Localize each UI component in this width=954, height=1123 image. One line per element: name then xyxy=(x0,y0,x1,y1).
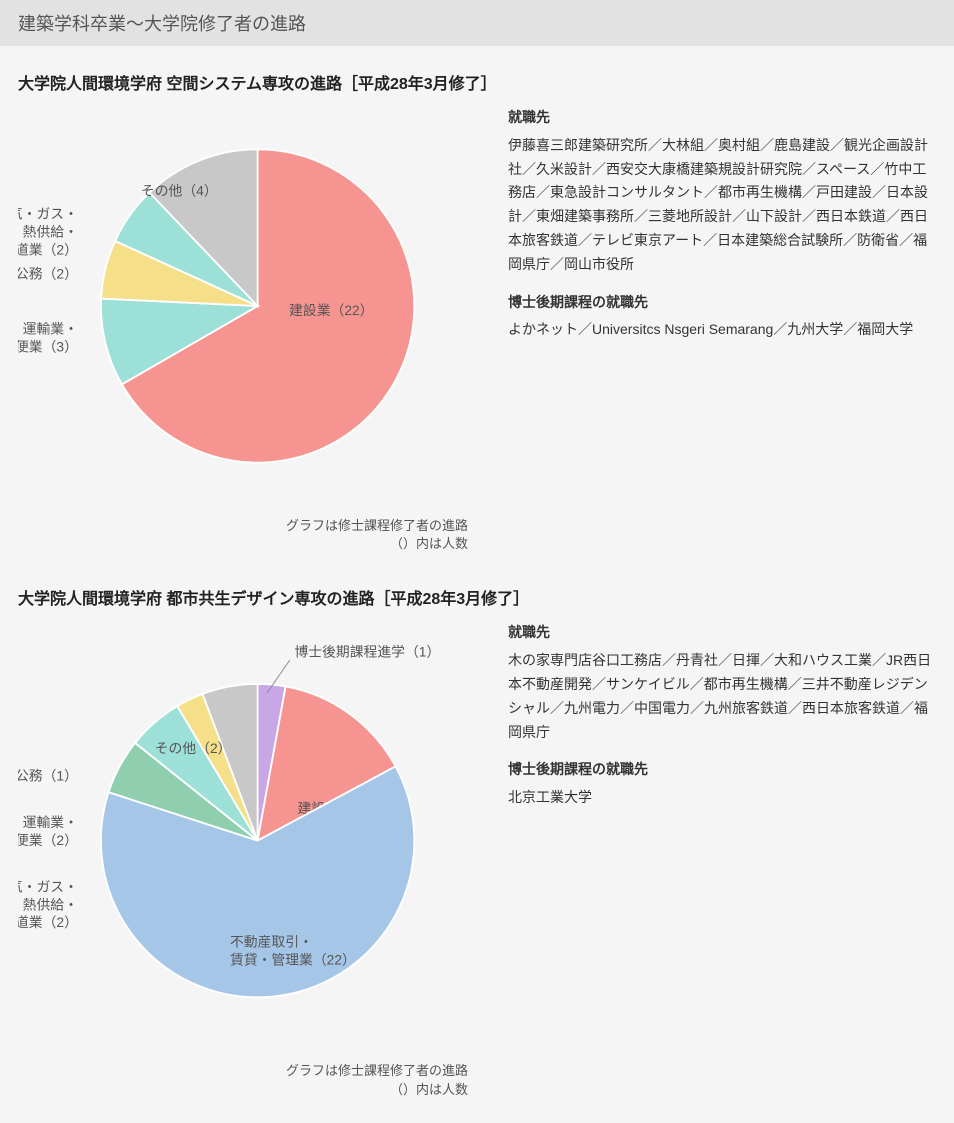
s1-phd-body: よかネット／Universitcs Nsgeri Semarang／九州大学／福… xyxy=(508,318,936,342)
section-2: 大学院人間環境学府 都市共生デザイン専攻の進路［平成28年3月修了］ 博士後期課… xyxy=(0,561,954,1106)
page-title-text: 建築学科卒業～大学院修了者の進路 xyxy=(18,14,306,34)
pie-slice-label: 電気・ガス・熱供給・水道業（2） xyxy=(18,205,78,257)
section-2-title: 大学院人間環境学府 都市共生デザイン専攻の進路［平成28年3月修了］ xyxy=(18,585,936,609)
pie-chart-2: 博士後期課程進学（1）建設業（5）不動産取引・賃貸・管理業（22）電気・ガス・熱… xyxy=(18,621,488,1051)
section-1-chart-col: 建設業（22） 運輸業・郵便業（3） 地方公務（2） 電気・ガス・熱供給・水道業（2）… xyxy=(18,106,488,553)
caption-1-line2: （）内は人数 xyxy=(390,536,468,551)
section-1: 大学院人間環境学府 空間システム専攻の進路［平成28年3月修了］ 建設業（22）… xyxy=(0,46,954,561)
section-2-row: 博士後期課程進学（1）建設業（5）不動産取引・賃貸・管理業（22）電気・ガス・熱… xyxy=(18,621,936,1098)
pie-slice-label: 電気・ガス・熱供給・水道業（2） xyxy=(18,879,78,931)
section-2-text: 就職先 木の家専門店谷口工務店／丹青社／日揮／大和ハウス工業／JR西日本不動産開… xyxy=(488,621,936,810)
section-1-title: 大学院人間環境学府 空間システム専攻の進路［平成28年3月修了］ xyxy=(18,70,936,94)
caption-2-line1: グラフは修士課程修了者の進路 xyxy=(286,1063,468,1078)
pie-slice-label: 運輸業・郵便業（3） xyxy=(18,321,78,355)
s2-employ-body: 木の家専門店谷口工務店／丹青社／日揮／大和ハウス工業／JR西日本不動産開発／サン… xyxy=(508,649,936,744)
pie-slice-label: 地方公務（2） xyxy=(18,265,78,281)
pie-slice-label: 運輸業・郵便業（2） xyxy=(18,814,78,848)
caption-2-line2: （）内は人数 xyxy=(390,1082,468,1097)
pie-chart-1: 建設業（22） 運輸業・郵便業（3） 地方公務（2） 電気・ガス・熱供給・水道業（2）… xyxy=(18,106,488,506)
s2-phd-head: 博士後期課程の就職先 xyxy=(508,758,936,782)
s2-employ-head: 就職先 xyxy=(508,621,936,645)
pie-slice-label: その他（2） xyxy=(155,740,232,756)
pie-slice-label: 博士後期課程進学（1） xyxy=(294,644,440,660)
section-2-chart-col: 博士後期課程進学（1）建設業（5）不動産取引・賃貸・管理業（22）電気・ガス・熱… xyxy=(18,621,488,1098)
section-1-text: 就職先 伊藤喜三郎建築研究所／大林組／奥村組／鹿島建設／観光企画設計社／久米設計… xyxy=(488,106,936,342)
s1-employ-head: 就職先 xyxy=(508,106,936,130)
pie-slice-label: その他（4） xyxy=(141,182,218,198)
chart-1-caption: グラフは修士課程修了者の進路 （）内は人数 xyxy=(18,517,488,553)
s1-phd-head: 博士後期課程の就職先 xyxy=(508,291,936,315)
s2-phd-body: 北京工業大学 xyxy=(508,786,936,810)
s1-employ-body: 伊藤喜三郎建築研究所／大林組／奥村組／鹿島建設／観光企画設計社／久米設計／西安交… xyxy=(508,134,936,277)
caption-1-line1: グラフは修士課程修了者の進路 xyxy=(286,518,468,533)
pie-slice-label: 地方公務（1） xyxy=(18,768,78,784)
page-title-bar: 建築学科卒業～大学院修了者の進路 xyxy=(0,0,954,46)
section-1-row: 建設業（22） 運輸業・郵便業（3） 地方公務（2） 電気・ガス・熱供給・水道業（2）… xyxy=(18,106,936,553)
pie-slice-label: 建設業（22） xyxy=(289,302,373,318)
chart-2-caption: グラフは修士課程修了者の進路 （）内は人数 xyxy=(18,1062,488,1098)
